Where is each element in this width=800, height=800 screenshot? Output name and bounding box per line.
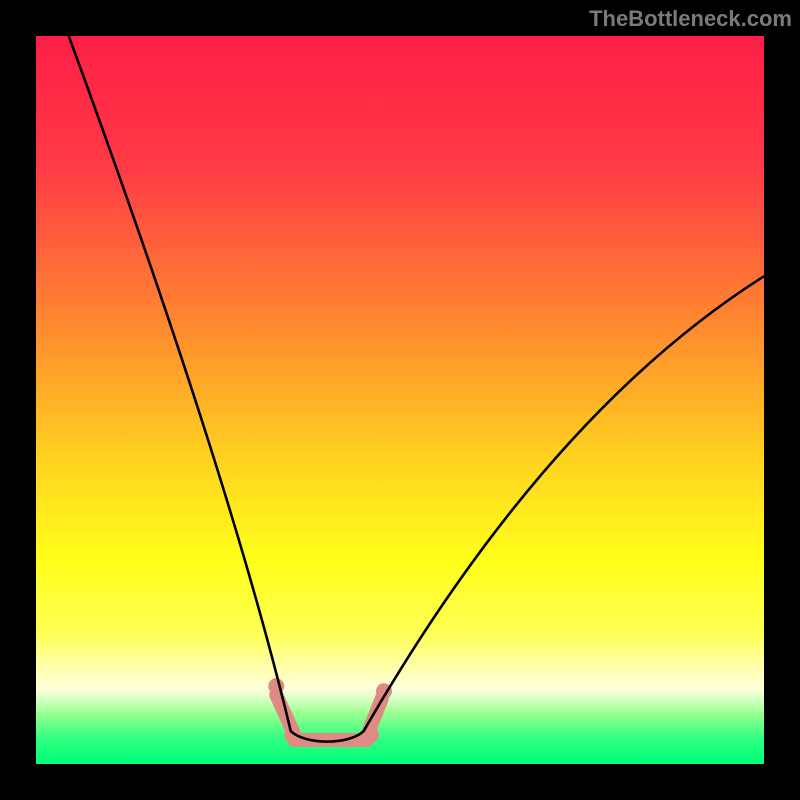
gradient-background [36, 36, 764, 764]
chart-svg [36, 36, 764, 764]
plot-area [36, 36, 764, 764]
watermark-text: TheBottleneck.com [589, 6, 792, 32]
